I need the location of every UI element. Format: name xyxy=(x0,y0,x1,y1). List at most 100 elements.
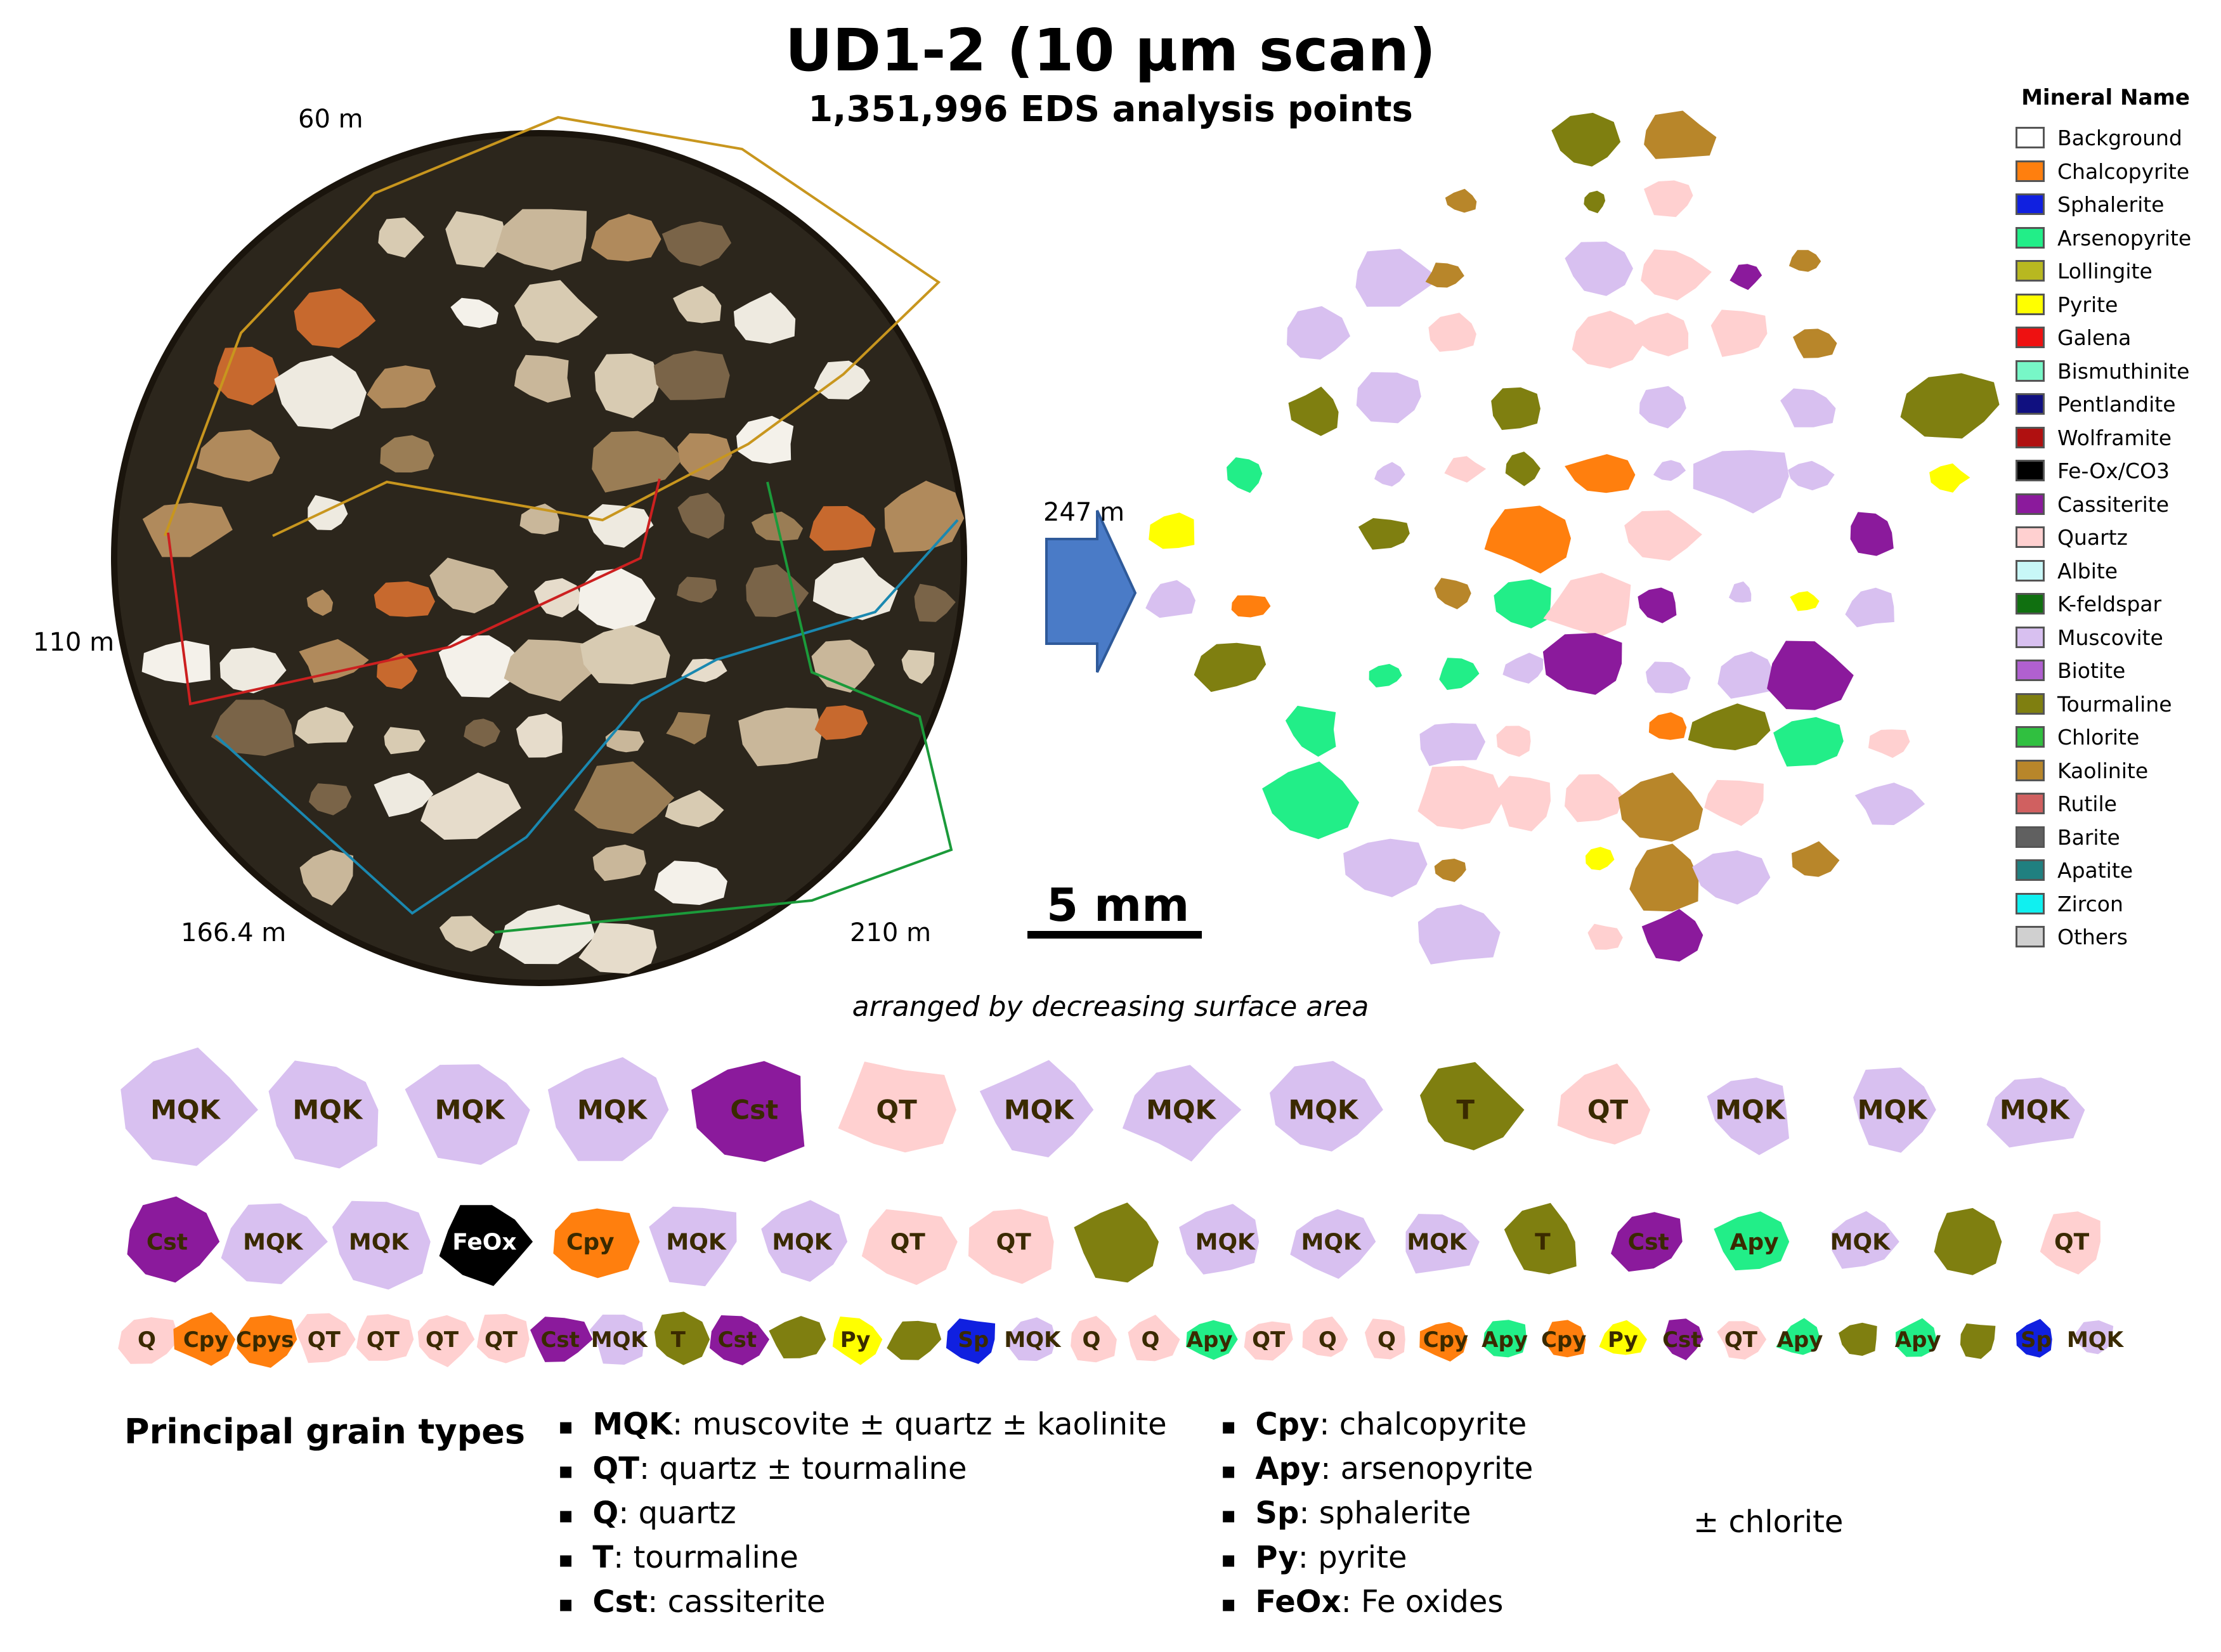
strip-grain xyxy=(553,1208,640,1278)
strip-grain-label: MQK xyxy=(1301,1230,1362,1256)
strip-grain-label: MQK xyxy=(1715,1095,1785,1126)
strip-grain-label: T xyxy=(1535,1230,1551,1256)
legend-swatch xyxy=(2016,393,2045,415)
map-grain xyxy=(1634,313,1689,356)
legend-swatch xyxy=(2016,559,2045,582)
bullet-icon: ▪ xyxy=(1221,1457,1237,1484)
strip-grain xyxy=(439,1205,533,1286)
strip-grain-label: Apy xyxy=(1187,1327,1233,1353)
strip-grain-label: T xyxy=(1456,1095,1475,1126)
strip-grain-label: FeOx xyxy=(452,1230,516,1256)
photo-grain xyxy=(504,639,600,701)
strip-grain-label: Cst xyxy=(718,1327,757,1353)
map-grain xyxy=(1629,843,1699,912)
strip-grain xyxy=(1839,1322,1877,1356)
legend-swatch xyxy=(2016,793,2045,814)
map-grain xyxy=(1624,510,1702,561)
map-grain xyxy=(1356,372,1421,424)
strip-grain xyxy=(946,1318,996,1364)
legend-swatch xyxy=(2016,826,2045,848)
strip-grain xyxy=(1599,1320,1647,1355)
photo-grain xyxy=(653,350,730,400)
grain-type-abbr: T xyxy=(592,1540,614,1575)
photo-grain xyxy=(592,431,684,493)
legend-swatch xyxy=(2016,693,2045,715)
strip-grain xyxy=(838,1062,956,1153)
map-grain xyxy=(1792,841,1840,877)
legend-label: Lollingite xyxy=(2057,259,2153,283)
legend-swatch xyxy=(2016,593,2045,615)
strip-grain xyxy=(1419,1322,1468,1362)
grain-type-desc: : arsenopyrite xyxy=(1320,1451,1534,1486)
map-grain xyxy=(1262,761,1360,840)
map-grain xyxy=(1618,772,1703,842)
map-grain xyxy=(1584,190,1606,214)
strip-grain-label: QT xyxy=(308,1327,341,1353)
legend-swatch xyxy=(2016,859,2045,881)
legend-label: Pentlandite xyxy=(2057,392,2176,417)
map-grain xyxy=(1793,328,1837,358)
photo-grain xyxy=(578,568,656,632)
map-grain xyxy=(1692,850,1771,905)
strip-grain xyxy=(332,1200,431,1290)
photo-grain xyxy=(654,861,727,905)
photo-grain xyxy=(814,360,870,400)
photo-grain xyxy=(677,433,733,481)
map-grain xyxy=(1417,765,1504,829)
map-grain xyxy=(1644,180,1693,218)
photo-grain xyxy=(736,415,794,464)
legend-swatch xyxy=(2016,493,2045,515)
strip-grain xyxy=(127,1196,220,1283)
strip-grain xyxy=(120,1047,258,1166)
strip-grain xyxy=(1179,1204,1260,1275)
strip-grain-label: Apy xyxy=(1895,1327,1941,1353)
strip-grain xyxy=(356,1314,414,1361)
photo-grain xyxy=(219,647,287,694)
strip-grain-label: MQK xyxy=(577,1095,648,1126)
bullet-icon: ▪ xyxy=(558,1457,574,1484)
strip-grain xyxy=(1302,1317,1348,1357)
strip-grain xyxy=(654,1311,710,1365)
strip-grain xyxy=(589,1315,644,1365)
legend-label: Muscovite xyxy=(2057,625,2163,650)
grain-type-desc: : quartz xyxy=(618,1495,736,1531)
strip-grain xyxy=(268,1060,379,1169)
photo-grain xyxy=(274,355,367,429)
strip-grain xyxy=(1365,1318,1405,1360)
legend-swatch xyxy=(2016,426,2045,448)
map-grain xyxy=(1551,112,1621,167)
map-grain xyxy=(1565,242,1633,296)
photo-grain xyxy=(294,288,376,348)
depth-label-110m: 110 m xyxy=(33,628,115,657)
strip-grain-label: Cst xyxy=(1628,1230,1669,1256)
map-grain xyxy=(1929,463,1970,493)
strip-grain-label: QT xyxy=(367,1327,400,1353)
legend-label: Galena xyxy=(2057,325,2132,350)
map-grain xyxy=(1543,573,1631,637)
grain-type-abbr: Py xyxy=(1255,1540,1298,1575)
strip-grain xyxy=(547,1057,669,1161)
strip-grain-label: MQK xyxy=(1146,1095,1216,1126)
depth-label-166m: 166.4 m xyxy=(181,918,287,947)
grain-type-key-item: ▪ MQK: muscovite ± quartz ± kaolinite xyxy=(558,1407,1167,1442)
bullet-icon: ▪ xyxy=(1221,1590,1237,1617)
photo-grain xyxy=(514,354,571,403)
strip-grain-label: QT xyxy=(1587,1095,1629,1126)
grain-type-desc: : sphalerite xyxy=(1299,1495,1471,1531)
strip-grain-label: MQK xyxy=(349,1230,409,1256)
photo-grain xyxy=(516,713,563,758)
strip-grain xyxy=(709,1315,770,1365)
map-grain xyxy=(1767,641,1854,710)
strip-grain xyxy=(1546,1320,1586,1358)
strip-grain xyxy=(1504,1202,1577,1275)
legend-swatch xyxy=(2016,460,2045,481)
photo-grain xyxy=(378,218,425,258)
photo-grain xyxy=(661,221,732,266)
strip-grain-label: QT xyxy=(426,1327,459,1353)
scale-bar-label: 5 mm xyxy=(1046,878,1190,932)
strip-grain xyxy=(1420,1062,1525,1150)
strip-grain-label: Q xyxy=(1142,1327,1160,1353)
strip-grain-label: MQK xyxy=(435,1095,505,1126)
strip-grain xyxy=(1960,1323,1996,1359)
photo-grain xyxy=(580,625,670,685)
